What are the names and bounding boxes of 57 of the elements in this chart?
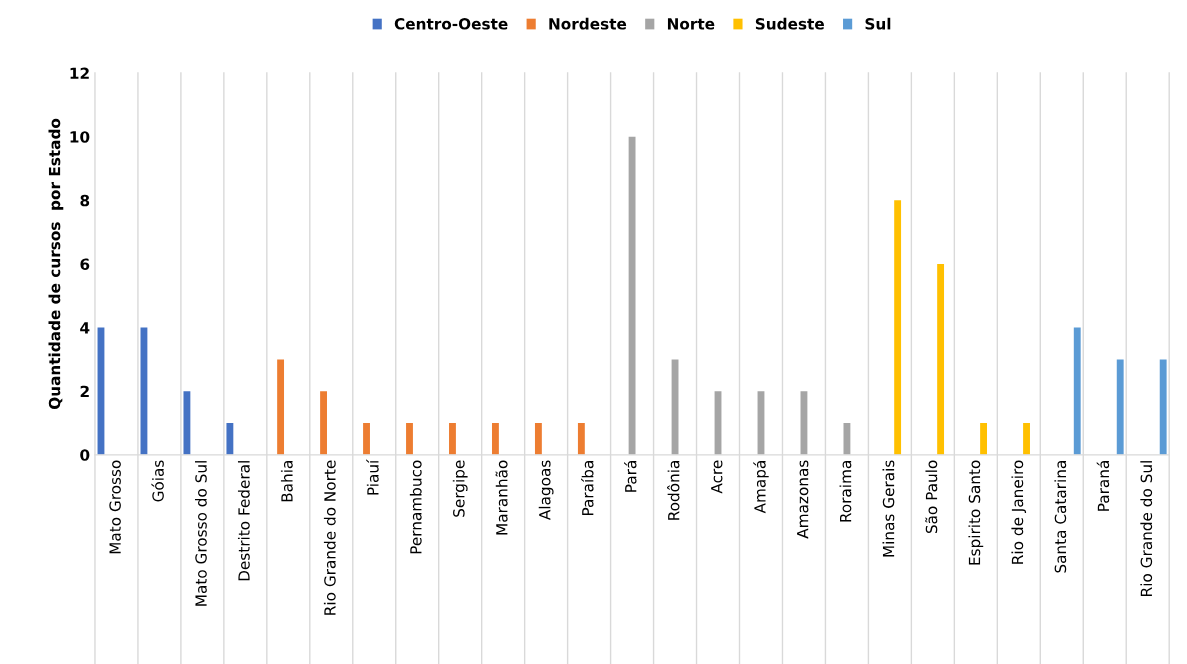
legend-label: Norte [667, 18, 715, 30]
bar [1116, 359, 1124, 455]
legend-label: Sudeste [755, 17, 824, 30]
y-tick-label: 12 [70, 67, 89, 79]
bar [843, 423, 851, 455]
legend-label: Nordeste [549, 17, 627, 30]
y-tick-label: 4 [80, 322, 90, 334]
x-tick-label: Paraíba [581, 461, 594, 516]
y-tick-label: 8 [80, 194, 90, 207]
bar [183, 391, 191, 455]
bar [363, 423, 370, 455]
x-tick-label: Góias [151, 460, 164, 502]
y-tick-label: 6 [80, 258, 90, 270]
x-tick-label: Roraima [839, 461, 852, 522]
bar [1073, 327, 1081, 455]
y-tick-label: 0 [80, 449, 90, 461]
bar [980, 423, 987, 455]
x-tick-label: Destrito Federal [237, 461, 250, 581]
x-tick-label: Alagoas [538, 460, 554, 521]
bar [226, 423, 234, 455]
x-tick-label: Rio de Janeiro [1011, 460, 1027, 564]
y-tick-label: 10 [70, 131, 90, 143]
x-tick-label: Piauí [366, 459, 379, 495]
x-tick-label: Pará [624, 461, 637, 492]
bar [1023, 423, 1030, 455]
x-tick-label: Maranhão [495, 460, 508, 535]
x-tick-label: Mato Grosso do Sul [194, 461, 207, 606]
bar [492, 423, 499, 455]
bar [320, 391, 327, 455]
legend-label: Sul [865, 17, 891, 30]
bar [534, 423, 542, 455]
x-tick-label: Amapá [753, 461, 769, 514]
x-tick-label: Bahia [280, 461, 293, 502]
x-tick-label: Santa Catarina [1054, 461, 1067, 573]
x-tick-label: Rodônia [667, 461, 680, 520]
bar [894, 200, 902, 455]
x-tick-label: Rio Grande do Sul [1140, 461, 1153, 596]
x-tick-label: Amazonas [797, 460, 809, 539]
x-tick-label: Pernambuco [409, 460, 422, 554]
x-tick-label: Rio Grande do Norte [323, 460, 336, 615]
y-tick-label: 2 [80, 385, 89, 398]
x-tick-label: Acre [711, 460, 723, 494]
bar [277, 359, 285, 455]
bar [628, 136, 636, 455]
x-tick-label: Mato Grosso [109, 460, 121, 554]
bar [937, 263, 945, 455]
bar [577, 423, 585, 455]
bar [1159, 359, 1167, 455]
x-tick-label: Paraná [1096, 461, 1110, 511]
x-tick-label: São Paulo [925, 460, 938, 534]
y-axis-title: Quantidade de cursos por Estado [48, 118, 64, 410]
legend-label: Centro-Oeste [394, 18, 508, 30]
x-tick-label: Minas Gerais [882, 460, 895, 557]
x-tick-label: Sergipe [452, 460, 468, 517]
bar [449, 423, 456, 455]
bar [406, 423, 413, 455]
x-tick-label: Espirito Santo [968, 460, 984, 565]
